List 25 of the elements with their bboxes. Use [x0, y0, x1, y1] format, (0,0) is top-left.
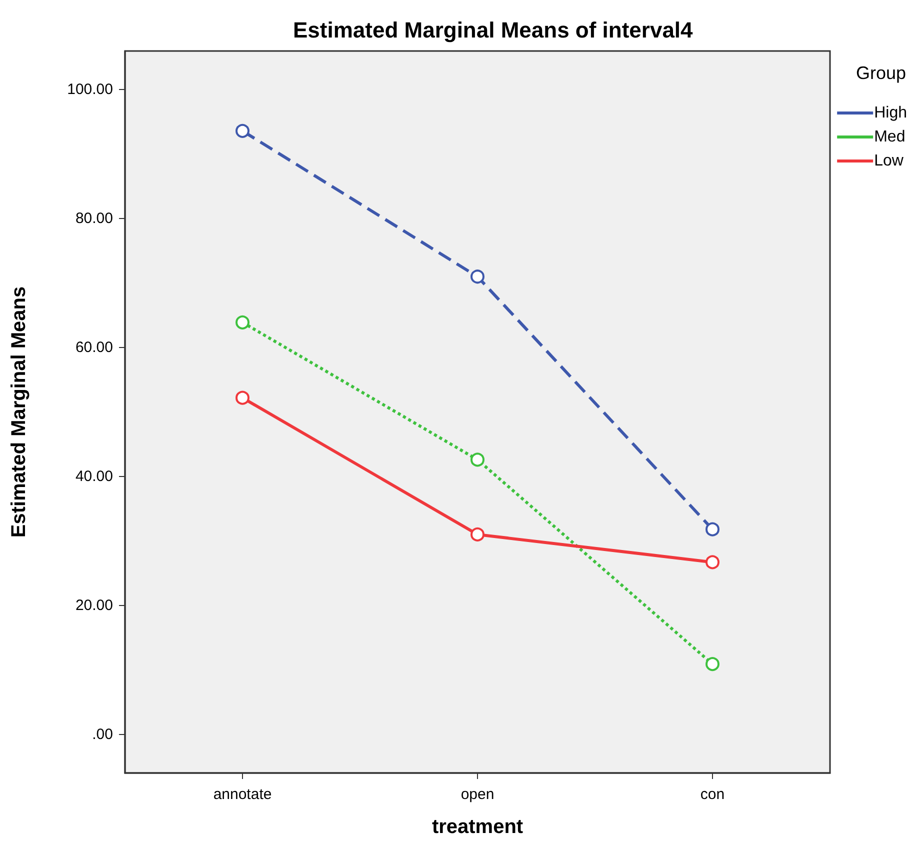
- point: [236, 124, 250, 138]
- point: [236, 315, 250, 330]
- x-tick-label: annotate: [213, 786, 272, 803]
- x-tick-label: open: [460, 786, 494, 803]
- legend-label: Low: [874, 152, 904, 170]
- point: [706, 657, 720, 672]
- legend-label: High: [874, 104, 907, 122]
- y-tick-label: 60.00: [75, 339, 113, 356]
- point: [706, 555, 720, 570]
- legend-label: Med: [874, 128, 906, 146]
- y-tick-label: .00: [92, 726, 113, 743]
- point: [470, 270, 484, 284]
- point: [470, 452, 484, 467]
- legend-title: Group: [856, 63, 906, 83]
- point: [236, 390, 250, 405]
- y-tick-label: 40.00: [75, 468, 113, 485]
- point: [470, 527, 484, 542]
- x-tick-label: con: [700, 786, 725, 803]
- y-tick-label: 100.00: [67, 81, 113, 98]
- y-axis-title: Estimated Marginal Means: [8, 286, 30, 538]
- chart-title: Estimated Marginal Means of interval4: [293, 18, 694, 42]
- y-tick-label: 80.00: [75, 210, 113, 228]
- point: [706, 522, 720, 536]
- y-tick-label: 20.00: [75, 596, 113, 614]
- x-axis-title: treatment: [432, 816, 524, 838]
